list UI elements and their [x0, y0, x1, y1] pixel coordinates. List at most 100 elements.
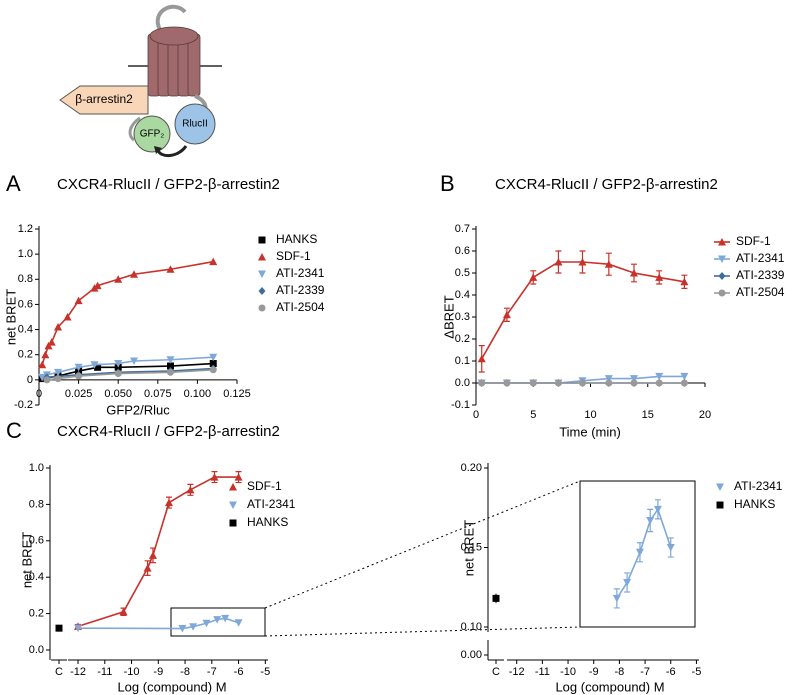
- marker: [503, 379, 511, 387]
- y-tick-label: 0.15: [461, 541, 482, 553]
- x-axis-title: GFP2/Rluc: [106, 402, 170, 417]
- x-tick-label: 0.075: [144, 388, 172, 400]
- y-tick-label: 0.6: [29, 535, 44, 547]
- y-tick-label: 0.20: [461, 462, 482, 474]
- marker: [554, 258, 563, 266]
- y-tick-label: 0.4: [18, 323, 33, 335]
- marker: [578, 258, 587, 266]
- y-tick-label: 0.2: [29, 608, 44, 620]
- y-tick-label: 1.0: [29, 462, 44, 474]
- marker: [718, 255, 726, 263]
- x-tick-label: 0: [473, 409, 479, 421]
- y-tick-label: 0.8: [29, 498, 44, 510]
- marker: [630, 379, 638, 387]
- y-tick-label: 0.5: [455, 267, 470, 279]
- x-tick-label: -9: [153, 666, 163, 678]
- marker: [94, 363, 102, 371]
- marker: [74, 296, 83, 305]
- x-tick-label: -8: [180, 666, 190, 678]
- series-line: [41, 260, 214, 366]
- zoom-line: [264, 626, 581, 637]
- x-tick-label: -10: [124, 666, 140, 678]
- y-axis-title: ΔBRET: [441, 295, 456, 338]
- marker: [630, 375, 639, 383]
- zoom-box: [579, 480, 696, 628]
- marker: [186, 485, 195, 494]
- y-tick-label: 0.0: [455, 377, 470, 389]
- x-tick-label: 15: [642, 409, 654, 421]
- marker: [143, 564, 152, 572]
- legend-label: HANKS: [276, 232, 317, 246]
- legend-label: HANKS: [247, 515, 288, 529]
- x-tick-label: -12: [70, 666, 86, 678]
- marker: [529, 379, 537, 387]
- marker: [202, 619, 211, 628]
- y-tick-label: 1.2: [18, 223, 33, 235]
- x-axis-title: Time (min): [559, 424, 621, 439]
- marker: [166, 265, 175, 273]
- helices: [147, 26, 201, 97]
- y-axis-title: net BRET: [461, 520, 476, 576]
- series-line: [616, 507, 672, 599]
- y-tick-label: 0: [27, 374, 33, 386]
- marker: [655, 273, 664, 281]
- x-axis-title: Log (compound) M: [117, 679, 226, 694]
- zoom-box: [170, 607, 266, 637]
- marker: [43, 376, 51, 384]
- marker: [119, 607, 128, 616]
- diagram-label: β-arrestin2: [75, 92, 133, 106]
- marker: [258, 287, 266, 295]
- series-line: [77, 476, 239, 628]
- marker: [604, 260, 613, 268]
- legend-label: ATI-2504: [736, 285, 785, 299]
- marker: [578, 379, 586, 387]
- marker: [114, 275, 123, 283]
- marker: [229, 519, 237, 527]
- legend-label: SDF-1: [247, 479, 282, 493]
- legend-label: ATI-2504: [276, 300, 325, 314]
- marker: [680, 277, 689, 286]
- marker: [529, 273, 538, 281]
- gfp-circle: [133, 115, 171, 153]
- legend-label: ATI-2341: [736, 251, 785, 265]
- x-tick-label: -5: [692, 666, 702, 678]
- chart-title: CXCR4-RlucII / GFP2-β-arrestin2: [57, 423, 280, 440]
- marker: [630, 269, 639, 277]
- marker: [166, 362, 174, 370]
- marker: [189, 623, 198, 631]
- marker: [90, 361, 99, 369]
- linker: [128, 116, 141, 142]
- marker: [38, 360, 47, 369]
- x-tick-label: -5: [260, 666, 270, 678]
- x-tick-label: -6: [234, 666, 244, 678]
- x-tick-label: -6: [666, 666, 676, 678]
- marker: [646, 516, 655, 525]
- x-tick-label: -7: [640, 666, 650, 678]
- x-tick-label: 0.025: [65, 388, 93, 400]
- legend-label: SDF-1: [736, 234, 771, 248]
- marker: [623, 578, 632, 587]
- marker: [221, 614, 230, 623]
- legend-label: ATI-2339: [276, 283, 325, 297]
- marker: [653, 505, 662, 514]
- marker: [130, 270, 139, 278]
- marker: [666, 544, 675, 552]
- x-tick-label: C: [55, 666, 63, 678]
- series-line: [481, 261, 685, 360]
- marker: [502, 310, 511, 319]
- legend-label: ATI-2341: [276, 266, 325, 280]
- marker: [258, 253, 266, 261]
- marker: [258, 304, 266, 312]
- x-tick-label: 0: [36, 388, 42, 400]
- marker: [166, 368, 174, 376]
- marker: [165, 498, 173, 507]
- marker: [258, 236, 266, 244]
- marker: [605, 379, 613, 387]
- marker: [612, 594, 621, 603]
- marker: [47, 338, 56, 346]
- diagram-label: GFP₂: [140, 129, 165, 140]
- zoom-line: [264, 480, 581, 609]
- marker: [604, 375, 613, 383]
- marker: [114, 360, 123, 368]
- marker: [75, 372, 83, 380]
